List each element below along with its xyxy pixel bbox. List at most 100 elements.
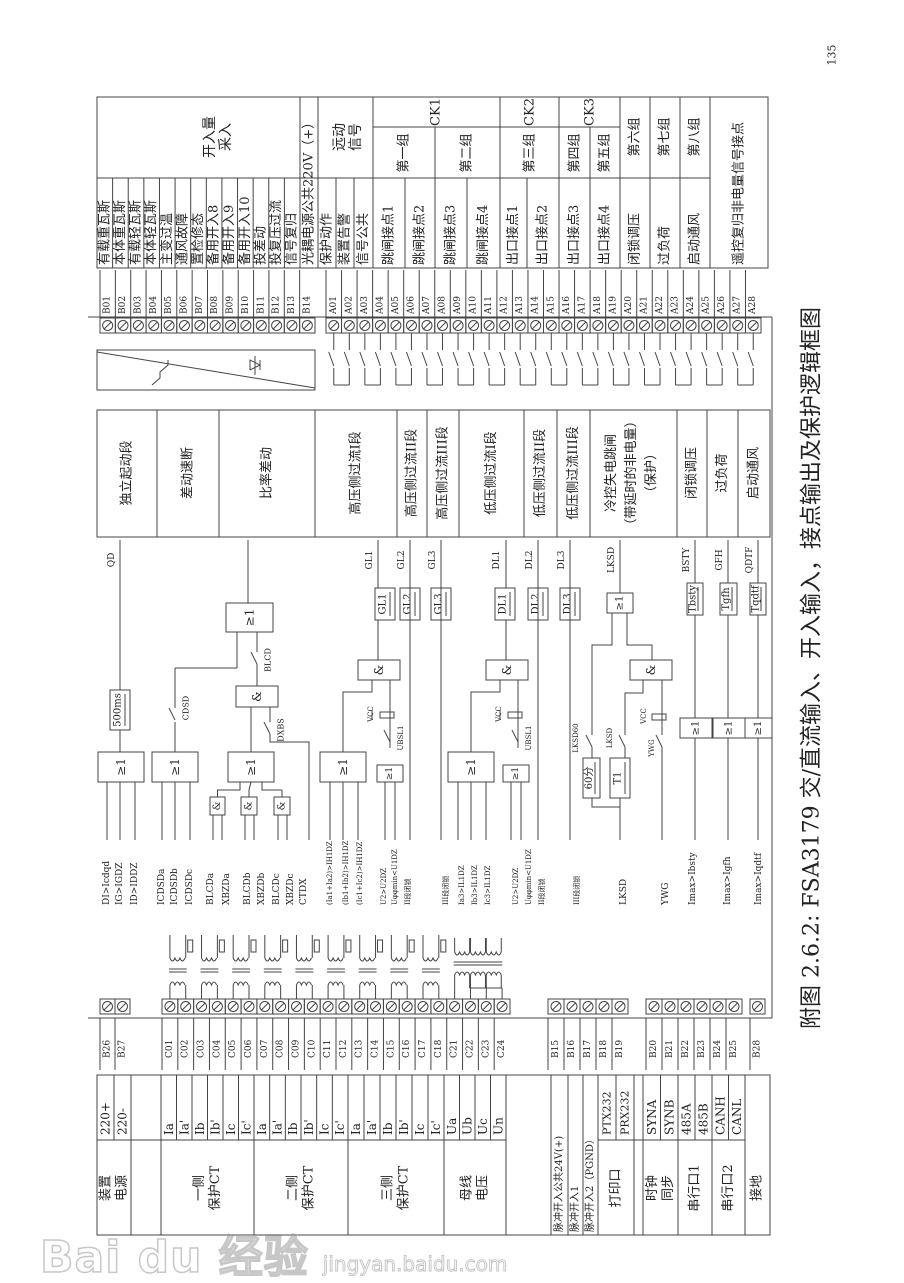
or-gate bbox=[502, 764, 530, 783]
screw-slot bbox=[500, 321, 509, 330]
screw-icon bbox=[338, 1001, 350, 1012]
binary-input-name: 备用开入10 bbox=[237, 196, 253, 265]
terminal-label: C21 bbox=[450, 1040, 460, 1058]
screw-icon bbox=[370, 1001, 382, 1012]
logic-output-label: GFH bbox=[715, 549, 725, 570]
or-gate bbox=[97, 751, 145, 783]
terminal-label: A24 bbox=[686, 296, 696, 315]
ct-primary-coil bbox=[232, 981, 249, 987]
signal-name: Ic bbox=[413, 1123, 427, 1135]
contact-switch bbox=[421, 351, 428, 367]
screw-icon bbox=[240, 320, 252, 331]
logic-output-label: GL3 bbox=[428, 550, 438, 569]
screw-icon bbox=[566, 1001, 578, 1012]
group-label: 串行口2 bbox=[721, 1164, 736, 1211]
contact-group-label: 第七组 bbox=[658, 117, 673, 156]
screw-slot bbox=[165, 321, 173, 330]
binary-input-name: 备用开入8 bbox=[206, 205, 222, 265]
terminal-label: A06 bbox=[406, 296, 416, 315]
signal-name: 220+ bbox=[99, 1102, 113, 1135]
terminal bbox=[611, 998, 629, 1015]
wire bbox=[591, 613, 613, 735]
screw-icon bbox=[417, 1001, 429, 1012]
screw-icon bbox=[405, 320, 417, 331]
screw-icon bbox=[576, 320, 588, 331]
screw-icon bbox=[598, 1001, 610, 1012]
screw-icon bbox=[582, 1001, 594, 1012]
terminal-label: B04 bbox=[149, 296, 159, 314]
screw-icon bbox=[514, 320, 526, 331]
screw-slot bbox=[103, 321, 112, 330]
logic-output-label: DL3 bbox=[557, 550, 567, 569]
resistor-icon bbox=[377, 939, 384, 953]
or-gate bbox=[376, 764, 404, 783]
screw-slot bbox=[600, 1002, 608, 1011]
screw-icon bbox=[752, 1001, 763, 1012]
ct-secondary-coil bbox=[359, 956, 376, 962]
timer-label: GL1 bbox=[378, 594, 389, 615]
terminal-label: C10 bbox=[307, 1039, 317, 1058]
terminal bbox=[114, 998, 131, 1015]
ct-primary-coil bbox=[264, 981, 281, 987]
logic-input-label: ICDSDc bbox=[185, 869, 195, 905]
gate-symbol: & bbox=[500, 664, 514, 675]
signal-name: CANL bbox=[730, 1099, 744, 1135]
screw-slot bbox=[578, 321, 587, 330]
terminal-label: B11 bbox=[256, 296, 266, 314]
switch-label: CDSD bbox=[182, 696, 191, 720]
pulse-input-label: 脉冲开入1 bbox=[568, 1186, 581, 1232]
screw-icon bbox=[390, 320, 402, 331]
signal-name: CANH bbox=[713, 1096, 727, 1135]
switch-icon bbox=[263, 721, 271, 735]
ct-primary-coil bbox=[359, 981, 376, 987]
screw-slot bbox=[213, 1002, 222, 1011]
timer-label: Tgfh bbox=[721, 587, 732, 611]
vcc-label: VCC bbox=[495, 706, 503, 723]
logic-input-label: IG>IGDZ bbox=[115, 863, 125, 906]
logic-output-label: QD bbox=[107, 553, 117, 568]
wire bbox=[624, 680, 644, 735]
function-label: 冷控失电跳闸 bbox=[604, 434, 619, 512]
terminal-label: A11 bbox=[484, 296, 494, 315]
screw-slot bbox=[469, 321, 478, 330]
logic-output-label: GL2 bbox=[397, 551, 407, 570]
signal-name: Ic bbox=[224, 1123, 238, 1135]
terminal-label: B12 bbox=[272, 296, 282, 314]
screw-slot bbox=[257, 321, 266, 330]
signal-name: Ia' bbox=[177, 1120, 191, 1135]
terminal-label: A20 bbox=[624, 296, 634, 315]
screw-icon bbox=[102, 320, 114, 331]
gate-symbol: & bbox=[250, 691, 264, 702]
screw-slot bbox=[650, 1002, 658, 1011]
ct-primary-coil bbox=[201, 981, 218, 987]
screw-icon bbox=[623, 320, 635, 331]
screw-icon bbox=[194, 320, 206, 331]
signal-name: Ib' bbox=[302, 1119, 316, 1135]
screw-slot bbox=[616, 1002, 624, 1011]
gate-symbol: ≥1 bbox=[336, 758, 350, 776]
gate-symbol: ≥1 bbox=[244, 758, 258, 776]
logic-input-label: Imax>Igfh bbox=[723, 856, 733, 905]
screw-slot bbox=[423, 321, 431, 330]
screw-slot bbox=[450, 1002, 459, 1011]
screw-icon bbox=[255, 320, 267, 331]
screw-slot bbox=[197, 1002, 206, 1011]
terminal-label: C09 bbox=[291, 1039, 301, 1058]
screw-icon bbox=[496, 1001, 508, 1012]
screw-icon bbox=[483, 320, 495, 331]
screw-slot bbox=[403, 1002, 412, 1011]
logic-input-label: ICDSDb bbox=[170, 868, 180, 905]
screw-slot bbox=[419, 1002, 427, 1011]
contact-switch bbox=[343, 351, 350, 367]
screw-slot bbox=[718, 321, 727, 330]
switch-label: DXBS bbox=[277, 718, 286, 741]
function-label: 启动通风 bbox=[747, 447, 762, 499]
logic-input-label: (Ic1+Ic2)>IH1DZ bbox=[356, 842, 364, 905]
contact-switch bbox=[685, 351, 692, 367]
screw-slot bbox=[498, 1002, 506, 1011]
terminal bbox=[299, 317, 316, 334]
timer-label: DL2 bbox=[531, 593, 542, 614]
terminal-label: A23 bbox=[671, 296, 681, 315]
terminal-label: C05 bbox=[228, 1039, 238, 1058]
terminal-label: B28 bbox=[753, 1040, 763, 1058]
